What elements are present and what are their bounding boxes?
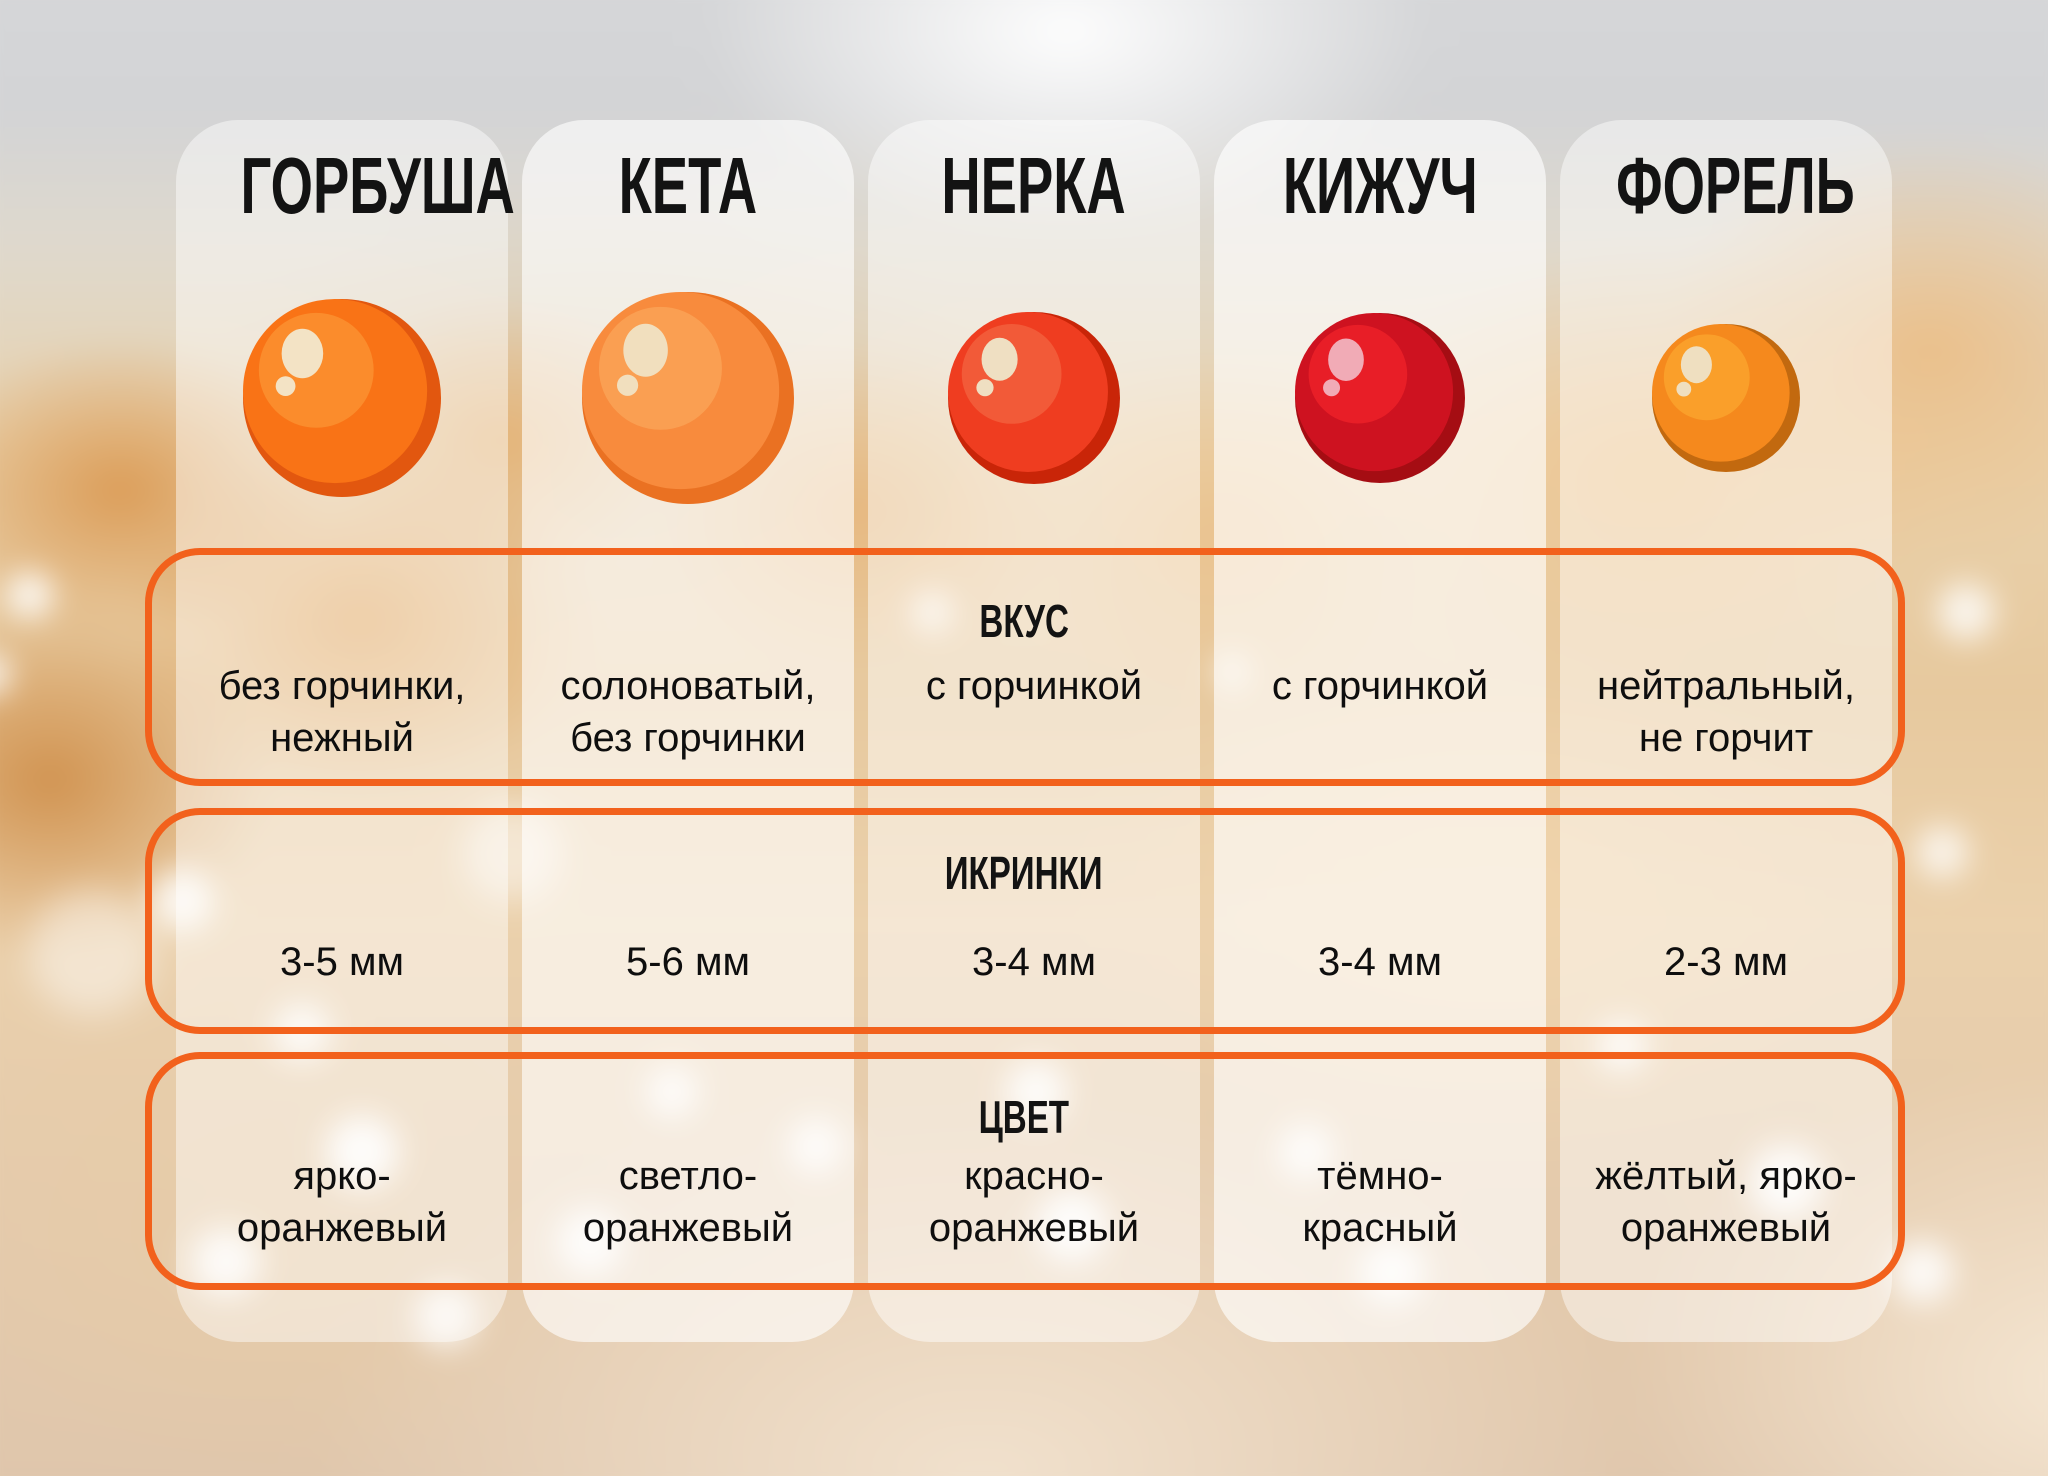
taste-section-header: ВКУС: [0, 596, 2048, 647]
egg-icon-kizhuch: [1295, 313, 1465, 483]
color-value-gorbusha: ярко- оранжевый: [236, 1154, 448, 1250]
grain-section-header: ИКРИНКИ: [0, 848, 2048, 899]
color-section-box: [145, 1052, 1905, 1290]
egg-icon-forel: [1652, 324, 1800, 472]
color-section-header: ЦВЕТ: [0, 1092, 2048, 1143]
taste-value-gorbusha: без горчинки, нежный: [218, 664, 466, 760]
taste-value-keta: солоноватый, без горчинки: [560, 664, 816, 760]
grain-value-forel: 2-3 мм: [1664, 940, 1788, 984]
grain-values-row: 3-5 мм 5-6 мм 3-4 мм 3-4 мм 2-3 мм: [176, 936, 1892, 988]
column-title-gorbusha: ГОРБУША: [240, 141, 515, 230]
egg-icon-keta: [582, 292, 794, 504]
grain-section-box: [145, 808, 1905, 1034]
grain-value-kizhuch: 3-4 мм: [1318, 940, 1442, 984]
egg-icon-nerka: [948, 312, 1120, 484]
column-titles-row: ГОРБУША КЕТА НЕРКА КИЖУЧ ФОРЕЛЬ: [176, 146, 1892, 226]
color-values-row: ярко- оранжевый светло- оранжевый красно…: [176, 1150, 1892, 1254]
grain-value-keta: 5-6 мм: [626, 940, 750, 984]
taste-value-nerka: с горчинкой: [925, 664, 1143, 708]
taste-values-row: без горчинки, нежный солоноватый, без го…: [176, 660, 1892, 764]
taste-section-label: ВКУС: [979, 595, 1069, 647]
column-title-forel: ФОРЕЛЬ: [1616, 141, 1855, 230]
egg-illustrations-row: [176, 280, 1892, 516]
column-title-nerka: НЕРКА: [941, 141, 1127, 230]
color-section-label: ЦВЕТ: [978, 1091, 1070, 1143]
grain-value-gorbusha: 3-5 мм: [280, 940, 404, 984]
grain-section-label: ИКРИНКИ: [945, 847, 1103, 899]
taste-value-kizhuch: с горчинкой: [1271, 664, 1489, 708]
taste-value-forel: нейтральный, не горчит: [1597, 664, 1855, 760]
color-value-forel: жёлтый, ярко- оранжевый: [1595, 1154, 1857, 1250]
taste-section-box: [145, 548, 1905, 786]
egg-icon-gorbusha: [243, 299, 441, 497]
color-value-keta: светло- оранжевый: [582, 1154, 794, 1250]
color-value-kizhuch: тёмно- красный: [1302, 1154, 1458, 1250]
grain-value-nerka: 3-4 мм: [972, 940, 1096, 984]
column-band-forel: [1560, 120, 1892, 1342]
column-title-keta: КЕТА: [618, 141, 758, 230]
column-title-kizhuch: КИЖУЧ: [1282, 141, 1478, 230]
color-value-nerka: красно- оранжевый: [928, 1154, 1140, 1250]
